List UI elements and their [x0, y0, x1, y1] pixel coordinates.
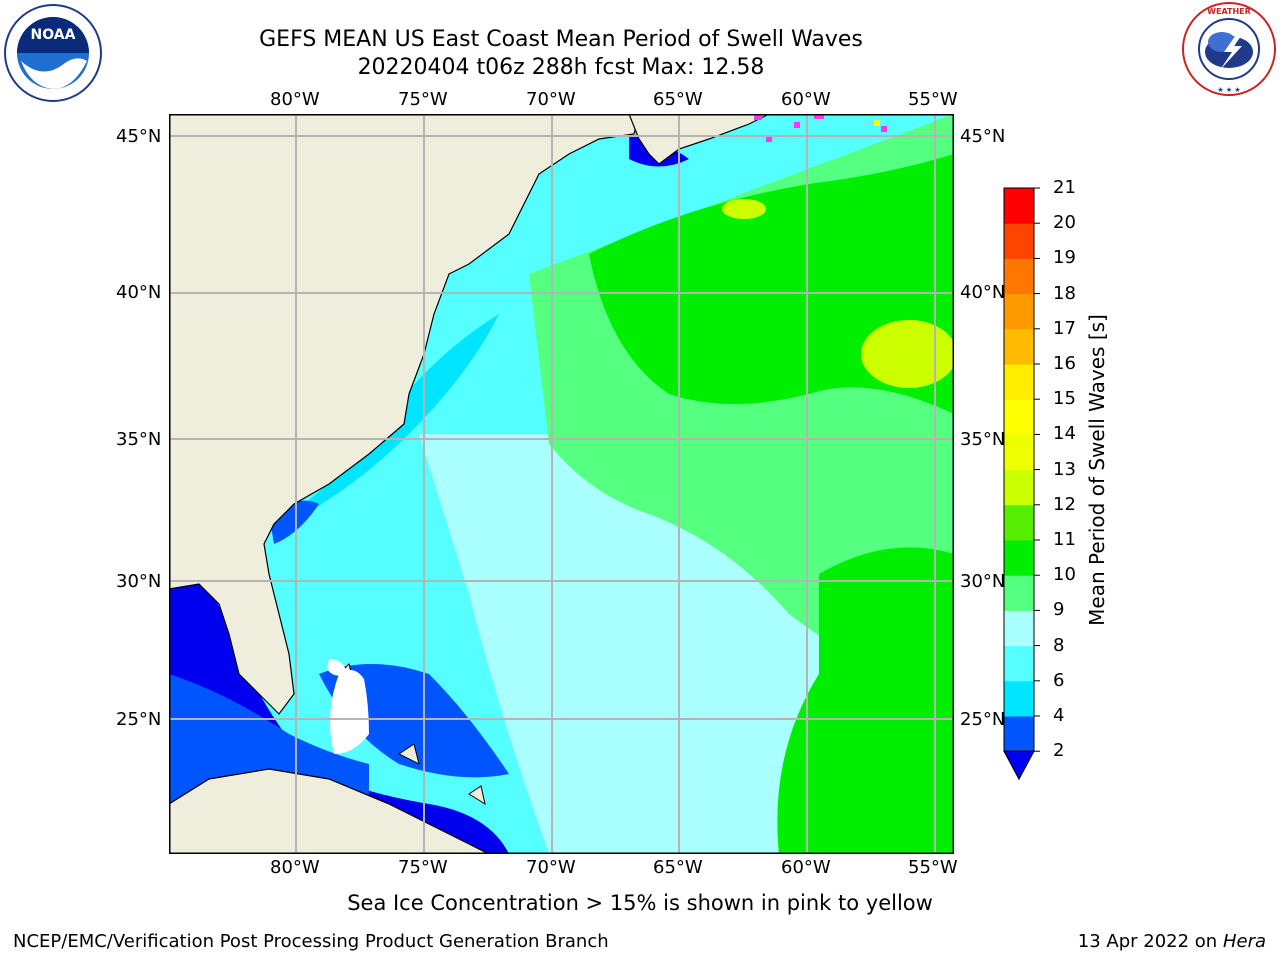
colorbar-tick-label: 15	[1053, 388, 1076, 410]
map-frame	[169, 114, 954, 854]
lon-label-top: 60°W	[781, 89, 831, 110]
colorbar-segment	[1004, 645, 1034, 682]
noaa-logo: NOAA	[4, 4, 102, 102]
colorbar-segment	[1004, 293, 1034, 330]
ice-note-text: Sea Ice Concentration > 15% is shown in …	[347, 891, 933, 915]
colorbar-tick-label: 11	[1053, 529, 1076, 550]
nws-logo: WEATHER ★ ★ ★	[1182, 2, 1276, 96]
graticule	[169, 114, 954, 854]
colorbar-segment	[1004, 258, 1034, 295]
colorbar-segment	[1004, 223, 1034, 259]
sea-ice-pixel	[874, 120, 880, 126]
colorbar-segment	[1004, 434, 1034, 471]
colorbar-segment	[1004, 575, 1034, 611]
lat-label-left: 45°N	[116, 126, 162, 147]
colorbar-tick-label: 21	[1053, 177, 1076, 198]
colorbar-tick-label: 13	[1053, 458, 1076, 480]
us-east-coast-land	[169, 114, 640, 715]
lat-label-left: 40°N	[116, 282, 162, 303]
footer-date-text: 13 Apr 2022 on	[1077, 931, 1223, 952]
swell-period-map	[169, 114, 954, 854]
lon-label-bottom: 80°W	[270, 857, 320, 878]
colorbar-under-extension	[1003, 750, 1035, 781]
lat-label-right: 40°N	[960, 282, 1006, 303]
colorbar-label: Mean Period of Swell Waves [s]	[1085, 314, 1109, 626]
masked-area	[330, 670, 369, 754]
masked-area	[327, 659, 347, 676]
sea-ice-pixel	[754, 114, 762, 120]
chart-title: GEFS MEAN US East Coast Mean Period of S…	[259, 27, 863, 52]
colorbar-segment	[1004, 716, 1034, 752]
footer-branch: NCEP/EMC/Verification Post Processing Pr…	[13, 931, 609, 952]
colorbar-tick-label: 16	[1053, 353, 1076, 374]
colorbar	[1003, 187, 1040, 781]
lat-label-left: 35°N	[116, 429, 162, 450]
colorbar-segment	[1004, 469, 1034, 506]
yellowgreen-patch	[722, 199, 766, 219]
lat-label-left: 30°N	[116, 571, 162, 592]
colorbar-segment	[1004, 504, 1034, 541]
colorbar-tick-label: 14	[1053, 423, 1076, 445]
lon-label-bottom: 75°W	[398, 857, 448, 878]
colorbar-tick-label: 4	[1053, 705, 1065, 726]
colorbar-tick-label: 19	[1053, 247, 1076, 269]
colorbar-segment	[1004, 540, 1034, 576]
colorbar-tick-label: 8	[1053, 634, 1065, 656]
colorbar-tick-label: 2	[1053, 740, 1065, 762]
footer-machine: Hera	[1222, 931, 1266, 952]
colorbar-segment	[1004, 328, 1034, 365]
lon-label-top: 80°W	[270, 89, 320, 110]
colorbar-tick-label: 10	[1053, 564, 1076, 586]
ice-note: Sea Ice Concentration > 15% is shown in …	[0, 891, 1280, 915]
lat-label-left: 25°N	[116, 709, 162, 730]
colorbar-segment	[1004, 399, 1034, 435]
lat-label-right: 45°N	[960, 126, 1006, 147]
colorbar-segment	[1004, 188, 1034, 224]
colorbar-tick-label: 18	[1053, 282, 1076, 304]
lon-label-top: 75°W	[398, 89, 448, 110]
sea-ice-pixel	[881, 126, 887, 132]
lat-label-right: 35°N	[960, 429, 1006, 450]
chart-subtitle: 20220404 t06z 288h fcst Max: 12.58	[357, 55, 765, 80]
lon-label-bottom: 70°W	[526, 857, 576, 878]
colorbar-tick-label: 9	[1053, 599, 1065, 621]
bright-green-south	[777, 547, 954, 854]
bahamas-island	[398, 743, 420, 765]
sea-ice-pixel	[814, 114, 824, 119]
colorbar-segment	[1004, 680, 1034, 717]
colorbar-tick-label: 17	[1053, 317, 1076, 339]
footer-date: 13 Apr 2022 on Hera	[1078, 931, 1266, 952]
lon-label-bottom: 65°W	[653, 857, 703, 878]
colorbar-segment	[1004, 610, 1034, 647]
bahamas-island	[468, 785, 486, 806]
svg-text:★ ★ ★: ★ ★ ★	[1217, 86, 1240, 94]
colorbar-tick-label: 12	[1053, 493, 1076, 515]
lon-label-bottom: 55°W	[908, 857, 958, 878]
lon-label-top: 70°W	[526, 89, 576, 110]
colorbar-tick-label: 20	[1053, 212, 1076, 234]
sea-ice-pixel	[766, 136, 772, 142]
lat-label-right: 25°N	[960, 709, 1006, 730]
lat-label-right: 30°N	[960, 571, 1006, 592]
sea-ice-pixel	[794, 122, 800, 128]
max-period-patch	[861, 320, 954, 388]
lon-label-top: 65°W	[653, 89, 703, 110]
colorbar-tick-label: 6	[1053, 669, 1065, 691]
bahamas-blue	[319, 664, 509, 778]
svg-text:NOAA: NOAA	[31, 27, 76, 43]
cuba-land	[169, 768, 490, 854]
lon-label-top: 55°W	[908, 89, 958, 110]
lon-label-bottom: 60°W	[781, 857, 831, 878]
colorbar-segment	[1004, 364, 1034, 400]
svg-text:WEATHER: WEATHER	[1207, 7, 1251, 16]
